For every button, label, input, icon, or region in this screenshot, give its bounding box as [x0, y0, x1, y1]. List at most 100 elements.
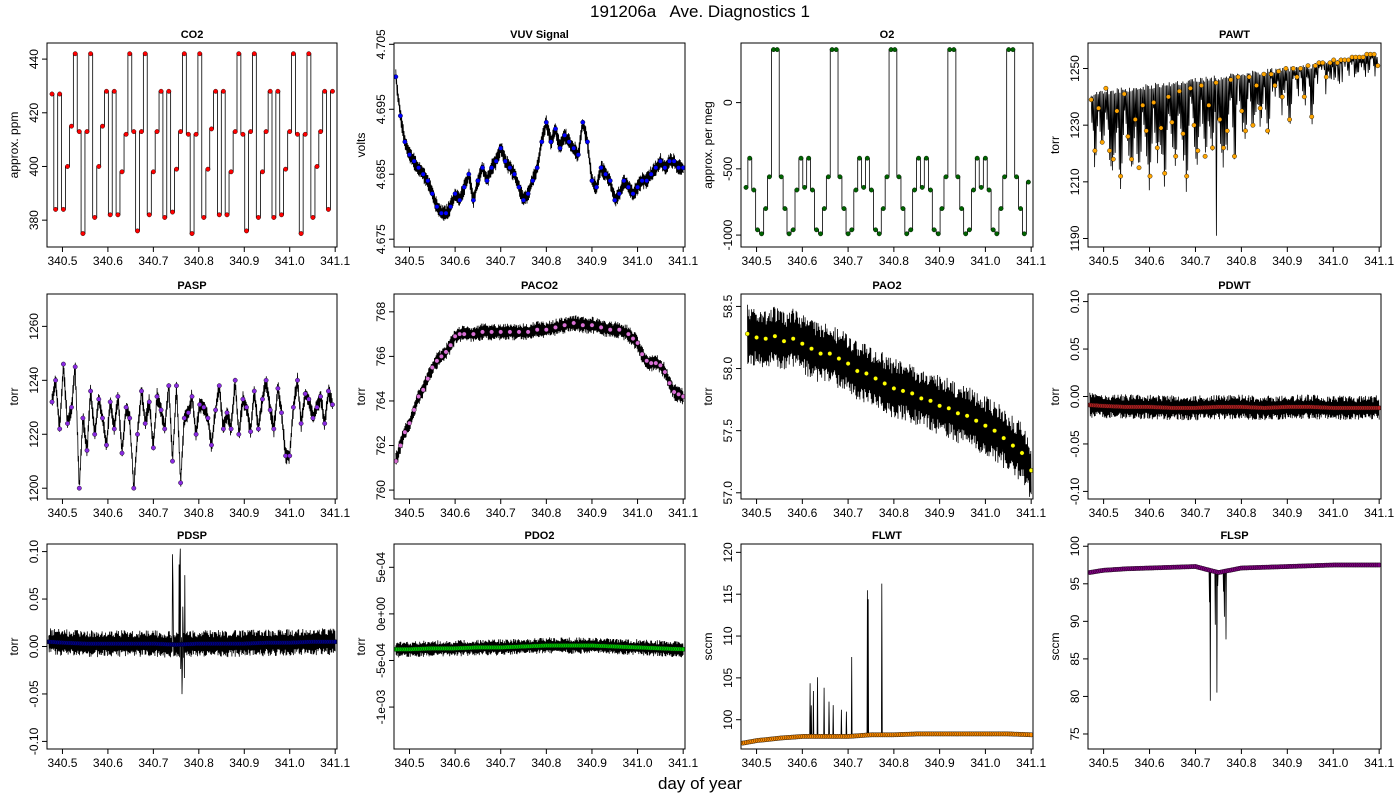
panel-flsp: FLSP 340.5 340.6 340.7 340.8 340.9 341.0 341.1 7… [1048, 530, 1395, 770]
y-tick-label: -0.05 [27, 680, 41, 708]
plot-frame [1087, 543, 1382, 750]
x-tick-label: 340.8 [184, 756, 214, 770]
data-point [639, 178, 645, 184]
raw-trace [395, 315, 684, 465]
average-markers [745, 331, 1033, 473]
data-point [525, 329, 531, 335]
x-tick-label: 341.0 [275, 254, 305, 268]
panel-vuv-signal: VUV Signal 340.5 340.6 340.7 340.8 340.9 341.0… [354, 29, 699, 268]
raw-trace [51, 362, 333, 487]
y-axis: -0.10 -0.05 0.00 0.05 0.10 [27, 540, 47, 755]
data-point [680, 646, 685, 652]
y-tick-label: 760 [374, 480, 388, 500]
average-markers [743, 47, 1031, 237]
panel-pdo2: PDO2 340.5 340.6 340.7 340.8 340.9 341.0 341.1 -… [354, 530, 699, 770]
y-tick-label: 4.675 [374, 224, 388, 254]
data-point [658, 362, 663, 368]
data-point [1298, 66, 1304, 71]
data-point [306, 51, 312, 57]
x-tick-label: 341.1 [1364, 756, 1394, 770]
data-point [49, 91, 55, 97]
data-point [1191, 122, 1197, 128]
average-markers [49, 51, 335, 237]
x-axis-label: day of year [657, 774, 743, 793]
x-tick-label: 340.7 [833, 254, 863, 268]
data-point [325, 206, 331, 212]
data-point [763, 206, 769, 212]
data-point [1301, 94, 1307, 100]
data-point [827, 351, 833, 356]
data-point [310, 415, 316, 421]
data-point [224, 410, 230, 416]
data-point [185, 131, 191, 137]
y-tick-label: 100 [1068, 536, 1082, 556]
data-point [644, 358, 650, 364]
data-point [298, 421, 304, 426]
data-point [96, 396, 102, 402]
data-point [1028, 732, 1033, 738]
data-point [1154, 145, 1160, 151]
data-point [778, 174, 784, 180]
x-tick-label: 340.5 [1089, 756, 1119, 770]
data-point [139, 129, 144, 135]
x-tick-label: 340.7 [1180, 506, 1210, 520]
data-point [127, 415, 133, 421]
data-point [1287, 117, 1293, 122]
panel-pao2: PAO2 340.5 340.6 340.7 340.8 340.9 341.0 341.1 5… [701, 280, 1047, 520]
data-point [260, 396, 265, 402]
data-point [1136, 165, 1142, 171]
data-point [92, 431, 98, 437]
data-point [251, 388, 257, 394]
data-point [1290, 66, 1296, 71]
data-point [107, 212, 113, 218]
data-point [928, 398, 933, 404]
data-point [166, 88, 172, 94]
y-tick-label: 1260 [27, 313, 41, 340]
data-point [84, 129, 90, 135]
raw-trace [52, 53, 333, 234]
data-point [220, 426, 226, 432]
average-markers [394, 320, 685, 464]
x-tick-label: 340.5 [47, 506, 77, 520]
data-point [841, 206, 847, 212]
page-title: 191206a Ave. Diagnostics 1 [590, 2, 810, 21]
x-axis: 340.5 340.6 340.7 340.8 340.9 341.0 341.1 [742, 247, 1047, 268]
data-point [434, 204, 440, 210]
y-tick-label: 100 [721, 709, 735, 729]
data-point [466, 171, 472, 177]
data-point [900, 206, 906, 212]
panel-title: PASP [177, 280, 206, 292]
data-point [810, 187, 815, 193]
x-tick-label: 340.9 [229, 506, 259, 520]
data-point [774, 47, 780, 52]
data-point [809, 346, 814, 352]
data-point [983, 155, 988, 161]
x-tick-label: 340.8 [1226, 254, 1256, 268]
data-point [228, 169, 234, 175]
data-point [457, 331, 463, 337]
data-point [782, 206, 788, 212]
y-tick-label: 1190 [1068, 225, 1082, 251]
y-axis-label: torr [354, 387, 368, 405]
data-point [516, 329, 522, 335]
data-point [1021, 231, 1027, 237]
data-point [216, 212, 222, 218]
x-tick-label: 341.0 [1318, 254, 1348, 268]
data-point [314, 164, 320, 169]
data-point [475, 178, 481, 184]
data-point [69, 404, 74, 410]
data-point [626, 184, 631, 190]
data-point [295, 377, 300, 383]
data-point [1376, 562, 1381, 568]
data-point [332, 639, 337, 645]
data-point [1202, 153, 1208, 159]
panel-title: PACO2 [521, 280, 558, 292]
data-point [298, 231, 304, 237]
data-point [271, 426, 277, 432]
x-tick-label: 340.7 [833, 756, 863, 770]
data-point [397, 113, 403, 119]
data-point [322, 88, 328, 94]
data-point [142, 51, 148, 57]
data-point [667, 158, 672, 164]
data-point [154, 394, 160, 399]
